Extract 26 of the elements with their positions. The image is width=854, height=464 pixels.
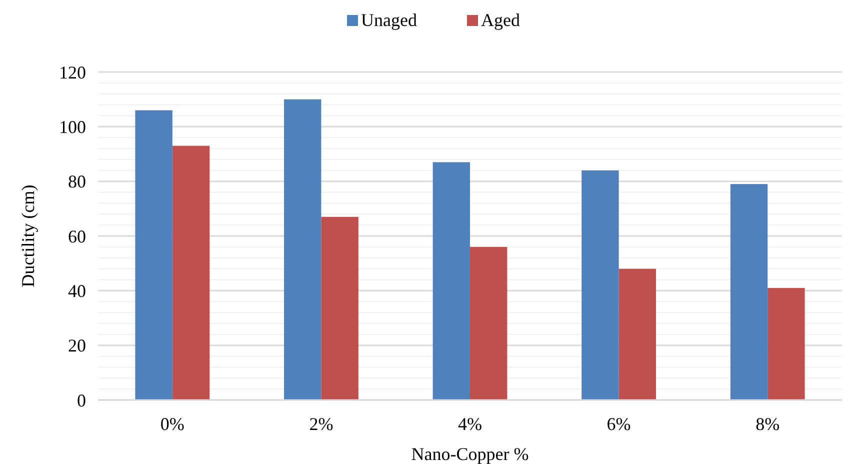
bar — [730, 184, 768, 400]
y-tick-label: 120 — [59, 62, 86, 82]
y-tick-label: 40 — [68, 280, 86, 301]
bar — [172, 146, 210, 400]
bar — [470, 246, 508, 400]
bar — [768, 288, 805, 400]
y-tick-label: 20 — [68, 336, 86, 356]
y-tick-label: 80 — [68, 172, 86, 192]
bar — [284, 99, 322, 400]
bar — [432, 162, 470, 400]
bar — [618, 268, 656, 400]
y-axis-title: Ductility (cm) — [18, 184, 38, 288]
bar — [321, 216, 358, 400]
x-axis-title: Nano-Copper % — [411, 444, 529, 464]
y-tick-label: 60 — [68, 226, 86, 246]
bar — [135, 110, 172, 400]
legend-label: Unaged — [361, 10, 417, 30]
y-tick-label: 100 — [59, 116, 86, 137]
legend-label: Aged — [481, 10, 520, 30]
x-tick-label: 0% — [160, 414, 184, 434]
x-tick-label: 6% — [606, 414, 631, 434]
y-tick-label: 0 — [77, 390, 86, 410]
x-tick-label: 4% — [458, 414, 482, 434]
x-tick-label: 8% — [756, 414, 780, 434]
bar — [582, 170, 619, 400]
x-tick-label: 2% — [309, 414, 334, 434]
